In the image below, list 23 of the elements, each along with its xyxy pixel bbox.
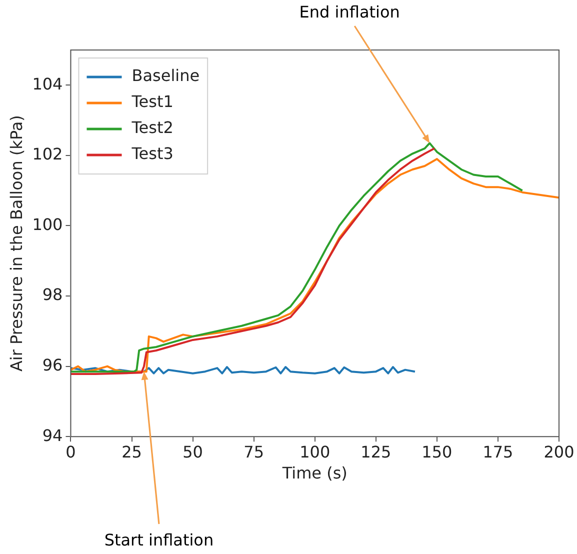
legend-label: Baseline xyxy=(132,66,200,86)
x-tick-label: 100 xyxy=(300,442,330,462)
annotation: Start inflation xyxy=(104,530,214,550)
y-tick-label: 96 xyxy=(42,355,63,374)
y-tick-label: 104 xyxy=(32,74,63,94)
x-tick-label: 0 xyxy=(66,442,76,462)
y-axis-title: Air Pressure in the Balloon (kPa) xyxy=(6,115,26,372)
legend-label: Test1 xyxy=(130,92,174,112)
x-tick-label: 75 xyxy=(244,442,264,462)
legend-label: Test2 xyxy=(130,118,174,138)
x-tick-label: 200 xyxy=(544,442,574,462)
x-axis-title: Time (s) xyxy=(281,464,348,483)
x-tick-label: 25 xyxy=(122,442,142,462)
annotation: End inflation xyxy=(299,2,400,22)
x-tick-label: 150 xyxy=(422,442,452,462)
legend-label: Test3 xyxy=(130,144,174,164)
y-tick-label: 98 xyxy=(42,285,63,304)
y-tick-label: 100 xyxy=(32,214,63,234)
y-tick-label: 102 xyxy=(32,144,63,164)
y-tick-label: 94 xyxy=(42,426,63,445)
x-tick-label: 175 xyxy=(482,442,514,462)
x-tick-label: 50 xyxy=(182,442,203,462)
x-tick-label: 125 xyxy=(360,442,392,462)
